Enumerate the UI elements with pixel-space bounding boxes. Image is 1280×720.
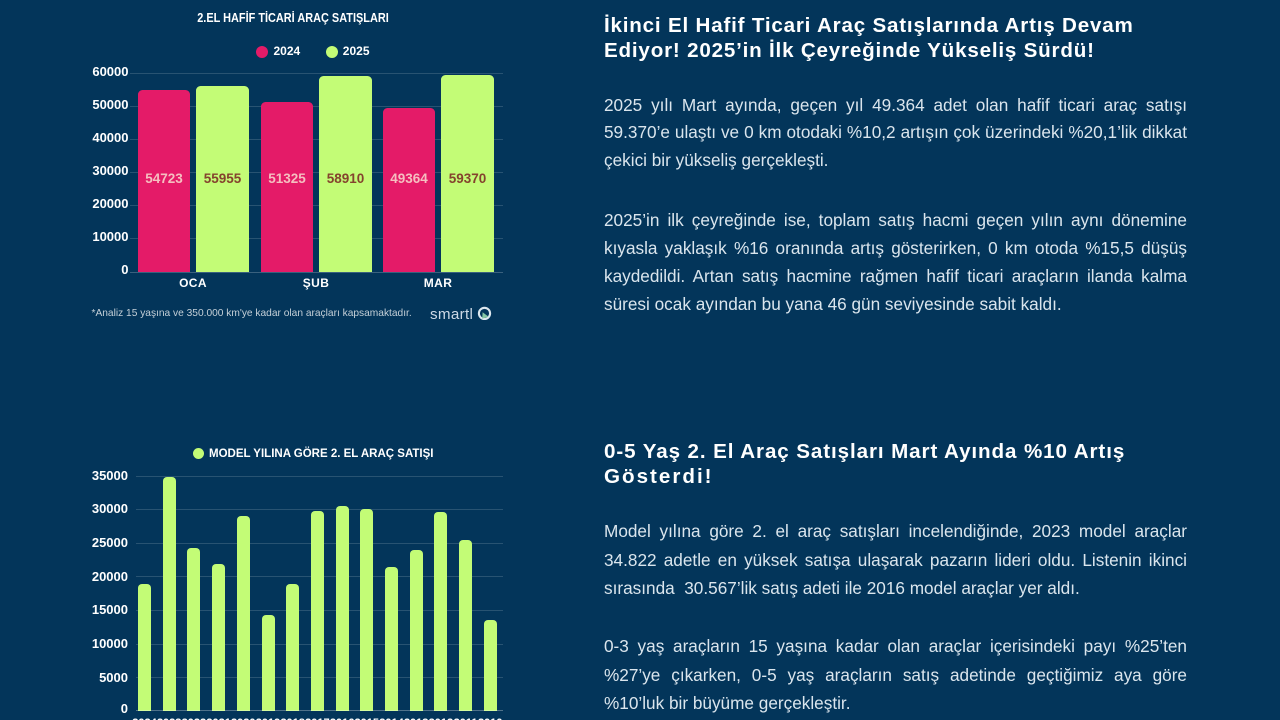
svg-text:smartl: smartl: [430, 306, 473, 323]
